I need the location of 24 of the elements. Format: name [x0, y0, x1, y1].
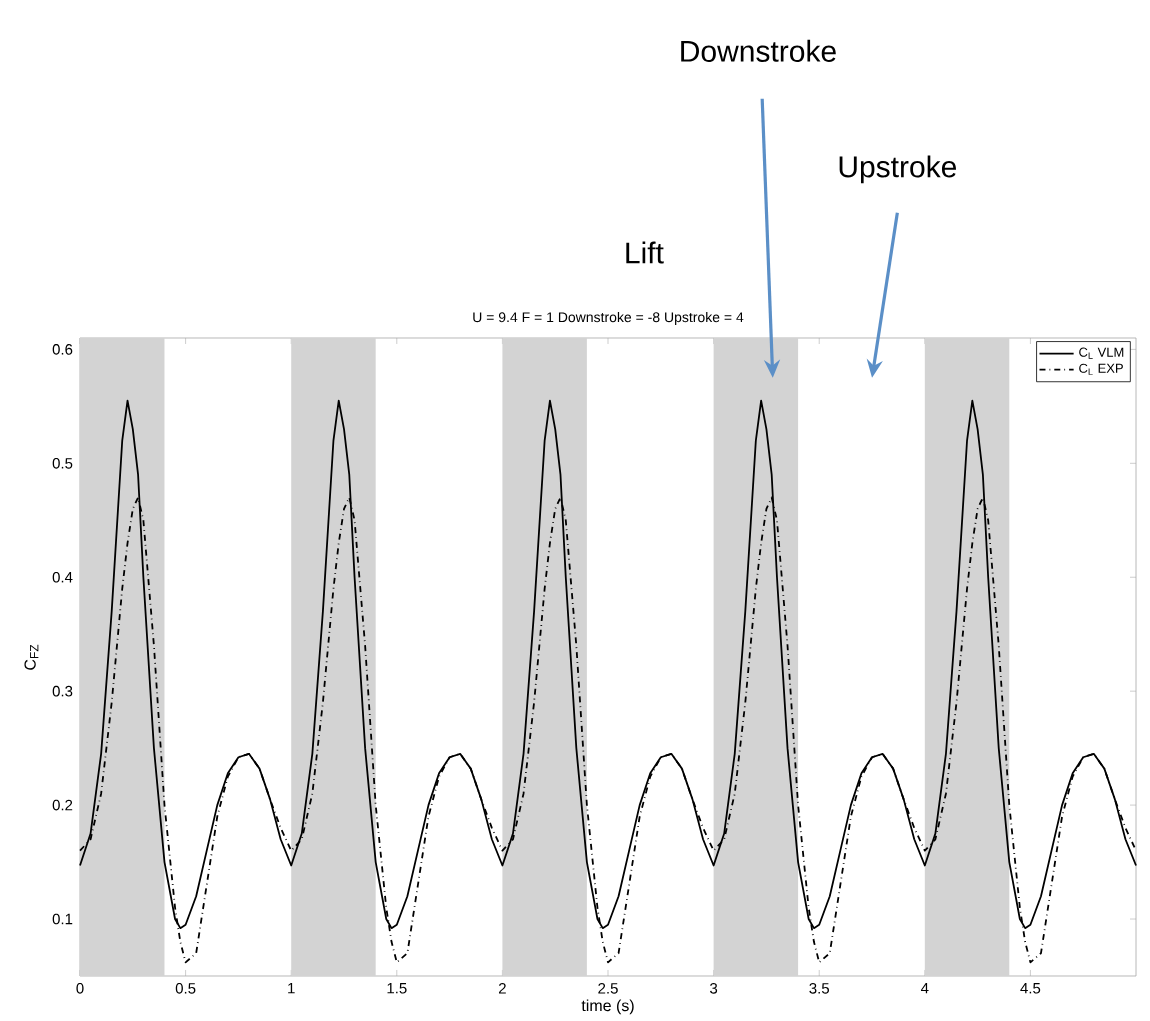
x-tick-label: 1: [288, 983, 295, 994]
y-tick-label: 0.4: [52, 571, 73, 583]
y-tick-label: 0.1: [52, 913, 73, 925]
text: Downstroke: [681, 39, 836, 62]
chart-title: U = 9.4 F = 1 Downstroke = -8 Upstroke = 4: [473, 311, 744, 325]
x-tick-label: 3: [710, 983, 718, 994]
legend-label: C$_{L}$ EXP: [1079, 363, 1123, 375]
x-tick-label: 2: [498, 983, 506, 994]
x-axis-title: time (s): [581, 999, 634, 1015]
legend-label: C$_{L}$ VLM: [1079, 347, 1124, 359]
y-tick-label: 0.3: [52, 685, 73, 697]
y-tick-label: 0.5: [52, 457, 73, 469]
text: Lift: [626, 241, 664, 264]
x-tick-label: 4: [920, 983, 929, 994]
y-tick-label: 0.2: [52, 799, 73, 811]
x-tick-label: 3.5: [809, 983, 830, 994]
x-tick-label: 2.5: [598, 983, 618, 994]
y-axis-title: C$_{FZ}$: [24, 644, 39, 670]
x-tick-label: 0.5: [175, 983, 196, 994]
x-tick-label: 4.5: [1020, 983, 1041, 994]
x-tick-label: 1.5: [387, 983, 407, 994]
x-tick-label: 0: [76, 983, 84, 994]
text: Upstroke: [839, 155, 957, 184]
y-tick-label: 0.6: [52, 344, 73, 355]
